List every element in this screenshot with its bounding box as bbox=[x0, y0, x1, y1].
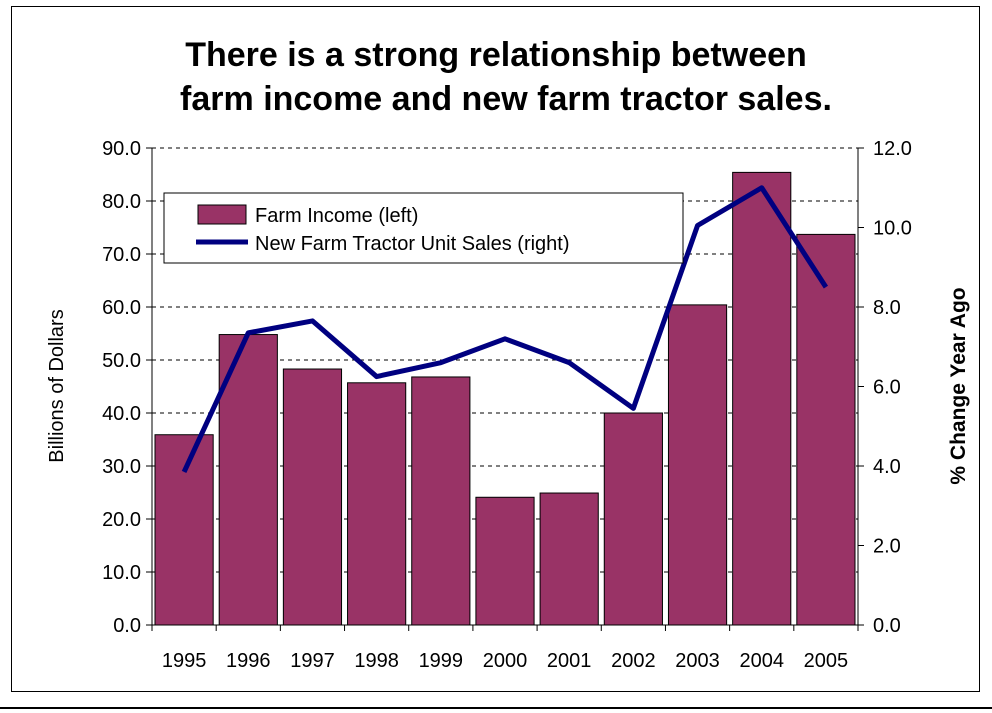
bar-2005 bbox=[796, 233, 856, 626]
y-right-tick-label-5: 10.0 bbox=[873, 218, 912, 240]
x-tick-label-1995: 1995 bbox=[162, 650, 207, 672]
bottom-rule bbox=[0, 707, 992, 709]
y-left-tick-label-4: 40.0 bbox=[102, 403, 141, 425]
y-right-tick-label-2: 4.0 bbox=[873, 456, 901, 478]
x-tick-label-2003: 2003 bbox=[675, 650, 720, 672]
y-left-tick-label-5: 50.0 bbox=[102, 350, 141, 372]
y-axis-right-ticks: 0.0 2.0 4.0 6.0 8.0 10.0 12.0 bbox=[858, 138, 912, 637]
bar-1999 bbox=[411, 376, 471, 626]
bar-1996 bbox=[218, 334, 278, 626]
y-left-tick-label-0: 0.0 bbox=[113, 615, 141, 637]
legend-swatch-farm-income bbox=[197, 204, 247, 225]
x-tick-label-1997: 1997 bbox=[290, 650, 335, 672]
chart-title-line-2: farm income and new farm tractor sales. bbox=[180, 80, 832, 118]
y-right-tick-label-6: 12.0 bbox=[873, 138, 912, 160]
bar-1995 bbox=[154, 434, 214, 626]
bar-1998 bbox=[347, 382, 407, 626]
y-axis-right-title: % Change Year Ago bbox=[947, 287, 970, 484]
y-left-tick-label-7: 70.0 bbox=[102, 244, 141, 266]
y-left-tick-label-2: 20.0 bbox=[102, 509, 141, 531]
y-left-tick-label-6: 60.0 bbox=[102, 297, 141, 319]
x-tick-label-2000: 2000 bbox=[483, 650, 528, 672]
line-tractor-sales bbox=[181, 185, 829, 474]
legend-box bbox=[163, 192, 684, 264]
bar-2000 bbox=[475, 496, 535, 626]
y-left-tick-label-1: 10.0 bbox=[102, 562, 141, 584]
legend-label-tractor-sales: New Farm Tractor Unit Sales (right) bbox=[255, 233, 570, 255]
bar-2001 bbox=[539, 492, 599, 626]
legend: Farm Income (left) New Farm Tractor Unit… bbox=[163, 192, 684, 264]
y-left-tick-label-8: 80.0 bbox=[102, 191, 141, 213]
y-left-tick-label-3: 30.0 bbox=[102, 456, 141, 478]
y-right-tick-label-0: 0.0 bbox=[873, 615, 901, 637]
bar-2003 bbox=[667, 304, 728, 626]
bars-farm-income bbox=[154, 171, 856, 626]
x-tick-label-1999: 1999 bbox=[419, 650, 464, 672]
bar-2002 bbox=[603, 412, 663, 626]
x-tick-label-2004: 2004 bbox=[739, 650, 784, 672]
chart-title-line-1: There is a strong relationship between bbox=[185, 36, 807, 74]
x-axis-ticks: 1995 1996 1997 1998 1999 2000 2001 2002 2003 2004… bbox=[151, 625, 859, 672]
x-tick-label-2001: 2001 bbox=[547, 650, 592, 672]
x-tick-label-1998: 1998 bbox=[354, 650, 399, 672]
x-tick-label-2005: 2005 bbox=[804, 650, 849, 672]
x-tick-label-1996: 1996 bbox=[226, 650, 271, 672]
bar-1997 bbox=[282, 368, 343, 626]
y-axis-left-title: Billions of Dollars bbox=[46, 309, 68, 462]
y-axis-left-ticks: 0.0 10.0 20.0 30.0 40.0 50.0 60.0 70.0 80.0 90.0 bbox=[102, 138, 152, 637]
x-tick-label-2002: 2002 bbox=[611, 650, 656, 672]
y-right-tick-label-4: 8.0 bbox=[873, 297, 901, 319]
bar-2004 bbox=[732, 171, 792, 626]
y-right-tick-label-1: 2.0 bbox=[873, 536, 901, 558]
legend-label-farm-income: Farm Income (left) bbox=[255, 205, 418, 227]
y-right-tick-label-3: 6.0 bbox=[873, 377, 901, 399]
y-left-tick-label-9: 90.0 bbox=[102, 138, 141, 160]
